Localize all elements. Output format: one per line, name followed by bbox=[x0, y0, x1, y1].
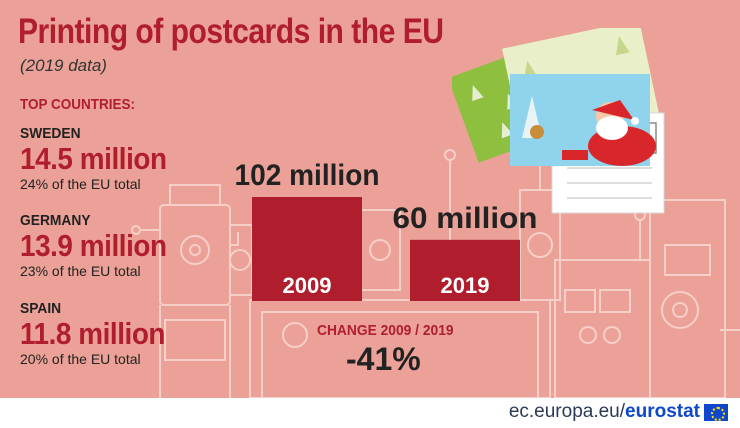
bar-value-label: 60 million bbox=[393, 202, 538, 235]
country-share: 23% of the EU total bbox=[20, 263, 141, 279]
bar-2009 bbox=[252, 197, 362, 301]
postcards-illustration bbox=[452, 28, 665, 214]
top-countries-label: TOP COUNTRIES: bbox=[20, 96, 136, 113]
bar-chart: 2009 102 million 2019 60 million bbox=[235, 159, 538, 301]
country-share: 20% of the EU total bbox=[20, 351, 141, 367]
change-value: -41% bbox=[346, 341, 421, 377]
eu-flag-icon bbox=[704, 403, 728, 421]
footer-site[interactable]: ec.europa.eu/ bbox=[508, 401, 626, 422]
change-label: CHANGE 2009 / 2019 bbox=[317, 322, 454, 339]
country-value: 14.5 million bbox=[20, 141, 167, 176]
bar-2019 bbox=[410, 239, 520, 301]
country-value: 11.8 million bbox=[20, 316, 166, 351]
country-share: 24% of the EU total bbox=[20, 176, 141, 192]
page-title: Printing of postcards in the EU bbox=[18, 12, 444, 51]
country-value: 13.9 million bbox=[20, 228, 167, 263]
bar-value-label: 102 million bbox=[235, 159, 380, 192]
country-name: SWEDEN bbox=[20, 125, 81, 142]
country-stat-spain: SPAIN 11.8 million 20% of the EU total bbox=[20, 300, 240, 367]
footer-brand[interactable]: eurostat bbox=[625, 401, 700, 422]
country-stat-sweden: SWEDEN 14.5 million 24% of the EU total bbox=[20, 125, 240, 192]
bar-category-label: 2009 bbox=[283, 273, 332, 298]
country-name: GERMANY bbox=[20, 212, 91, 229]
footer: ec.europa.eu/ eurostat bbox=[509, 401, 728, 423]
infographic-panel: Printing of postcards in the EU (2019 da… bbox=[0, 0, 740, 398]
country-stat-germany: GERMANY 13.9 million 23% of the EU total bbox=[20, 212, 240, 279]
bar-category-label: 2019 bbox=[441, 273, 490, 298]
country-name: SPAIN bbox=[20, 300, 62, 317]
page-subtitle: (2019 data) bbox=[20, 56, 107, 75]
